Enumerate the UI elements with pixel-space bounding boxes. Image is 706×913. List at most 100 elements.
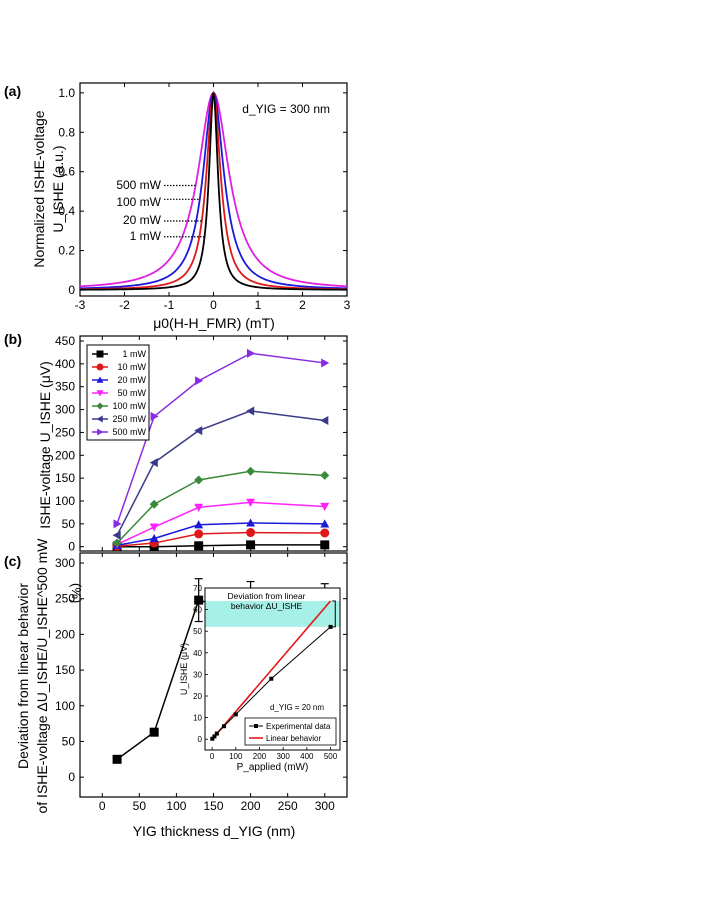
inset-x-tick-label: 500 — [324, 752, 338, 761]
inset-data-point — [269, 676, 274, 681]
panel-b-legend-marker — [96, 402, 104, 410]
panel-a-curve-1mw — [80, 92, 347, 291]
panel-b-legend-marker — [96, 363, 104, 371]
panel-a-xlabel: μ0(H-H_FMR) (mT) — [153, 315, 275, 331]
legend-label-500mw: 500 mW — [112, 427, 146, 437]
panel-a-x-tick-label: -2 — [119, 298, 130, 312]
panel-a-x-tick-label: 3 — [344, 298, 351, 312]
inset-annotation: d_YIG = 20 nm — [270, 703, 324, 712]
inset-data-point — [214, 731, 219, 736]
legend-label-250mw: 250 mW — [112, 414, 146, 424]
panel-c-y-tick-label: 300 — [55, 556, 75, 570]
panel-b-point-50mw — [246, 498, 256, 507]
inset-data-point — [210, 736, 215, 741]
panel-c-ylabel-line2: of ISHE-voltage ΔU_ISHE/U_ISHE^500 mW — [34, 538, 50, 814]
panel-c-y-tick-label: 0 — [68, 770, 75, 784]
panel-c-y-tick-label: 200 — [55, 627, 75, 641]
panel-c-y-tick-label: 150 — [55, 663, 75, 677]
inset-x-tick-label: 200 — [253, 752, 267, 761]
panel-b-point-1mw — [194, 541, 204, 551]
inset-legend-experimental: Experimental data — [266, 722, 331, 731]
inset-data-point — [328, 624, 333, 629]
panel-b-point-100mw — [112, 538, 122, 548]
inset-y-tick-label: 50 — [193, 627, 202, 636]
panel-b-point-50mw — [320, 502, 330, 511]
panel-a-label-100mw: 100 mW — [116, 195, 161, 209]
panel-c-y-tick-label: 100 — [55, 699, 75, 713]
panel-b-y-tick-label: 200 — [55, 448, 75, 462]
panel-b-point-250mw — [112, 530, 121, 540]
inset-highlight-band — [205, 600, 340, 627]
panel-c-x-tick-label: 0 — [99, 799, 106, 813]
panel-a-y-tick-label: 0.8 — [58, 125, 75, 139]
panel-b-y-tick-label: 100 — [55, 494, 75, 508]
panel-a-label-1mw: 1 mW — [130, 229, 162, 243]
inset-x-tick-label: 300 — [276, 752, 290, 761]
panel-a-label-20mw: 20 mW — [123, 213, 162, 227]
panel-a-y-tick-label: 0.4 — [58, 204, 75, 218]
panel-c-x-tick-label: 250 — [278, 799, 298, 813]
inset-legend-box — [244, 717, 337, 746]
panel-b-point-500mw — [321, 358, 330, 368]
panel-b-point-10mw — [194, 529, 204, 539]
legend-label-10mw: 10 mW — [117, 362, 146, 372]
panel-c-y-tick-label: 50 — [62, 734, 76, 748]
panel-c-x-tick-label: 150 — [203, 799, 223, 813]
inset-x-tick-label: 0 — [210, 752, 215, 761]
panel-b-legend-marker — [96, 390, 104, 397]
panel-a-ylabel-line1: Normalized ISHE-voltage — [31, 110, 47, 267]
inset-box-text-line1: Deviation from linear — [228, 591, 306, 601]
panel-c-ylabel: Deviation from linear behavior of ISHE-v… — [15, 538, 50, 814]
panel-b-point-20mw — [149, 533, 159, 543]
inset-y-tick-label: 70 — [193, 584, 202, 593]
panel-a-y-tick-label: 0.2 — [58, 244, 75, 258]
inset-ylabel: U_ISHE (μV) — [179, 643, 189, 695]
panel-b-point-250mw — [194, 426, 203, 436]
inset-bracket — [332, 600, 336, 628]
inset-data-point — [221, 724, 226, 729]
panel-b-point-1mw — [246, 540, 256, 550]
panel-b-point-100mw — [246, 466, 256, 476]
panel-b-ylabel: ISHE-voltage U_ISHE (μV) — [37, 361, 53, 529]
panel-label-a: (a) — [4, 83, 21, 99]
panel-c-x-tick-label: 300 — [315, 799, 335, 813]
panel-b-point-20mw — [320, 519, 330, 528]
panel-b-y-tick-label: 150 — [55, 471, 75, 485]
inset-linear-line — [211, 600, 332, 740]
panel-b-point-20mw — [246, 518, 256, 527]
legend-label-1mw: 1 mW — [123, 349, 147, 359]
legend-label-20mw: 20 mW — [117, 375, 146, 385]
panel-b-point-250mw — [149, 458, 158, 468]
panel-a-x-tick-label: -3 — [75, 298, 86, 312]
panel-b-y-tick-label: 400 — [55, 357, 75, 371]
panel-b-point-100mw — [194, 475, 204, 485]
inset-y-tick-label: 30 — [193, 670, 202, 679]
panel-b-point-10mw — [320, 528, 330, 538]
inset-y-tick-label: 60 — [193, 606, 202, 615]
legend-label-100mw: 100 mW — [112, 401, 146, 411]
panel-a-x-tick-label: 1 — [255, 298, 262, 312]
panel-b-y-tick-label: 50 — [62, 517, 76, 531]
panel-b-point-500mw — [113, 519, 122, 529]
panel-a-x-tick-label: 0 — [210, 298, 217, 312]
inset-data-point — [212, 734, 217, 739]
inset-y-tick-label: 40 — [193, 649, 202, 658]
panel-b-point-500mw — [246, 348, 256, 358]
inset-frame — [204, 587, 341, 751]
panel-c-x-tick-label: 50 — [133, 799, 147, 813]
panel-b-point-500mw — [195, 376, 204, 386]
inset-x-tick-label: 400 — [300, 752, 314, 761]
inset-y-tick-label: 0 — [198, 735, 203, 744]
panel-b-y-tick-label: 250 — [55, 425, 75, 439]
panel-b-point-250mw — [246, 406, 255, 416]
panel-a-label-500mw: 500 mW — [116, 178, 161, 192]
panel-b-legend-marker — [97, 428, 104, 436]
inset-box-text-line2: behavior ΔU_ISHE — [231, 601, 303, 611]
panel-label-c: (c) — [4, 553, 21, 569]
panel-b-legend-marker — [96, 376, 104, 383]
panel-b-point-50mw — [194, 503, 204, 512]
panel-c-y-tick-label: 250 — [55, 592, 75, 606]
panel-a-ylabel: Normalized ISHE-voltage U_ISHE (a.u.) — [31, 110, 66, 267]
inset-y-tick-label: 20 — [193, 692, 202, 701]
panel-c-x-tick-label: 200 — [241, 799, 261, 813]
